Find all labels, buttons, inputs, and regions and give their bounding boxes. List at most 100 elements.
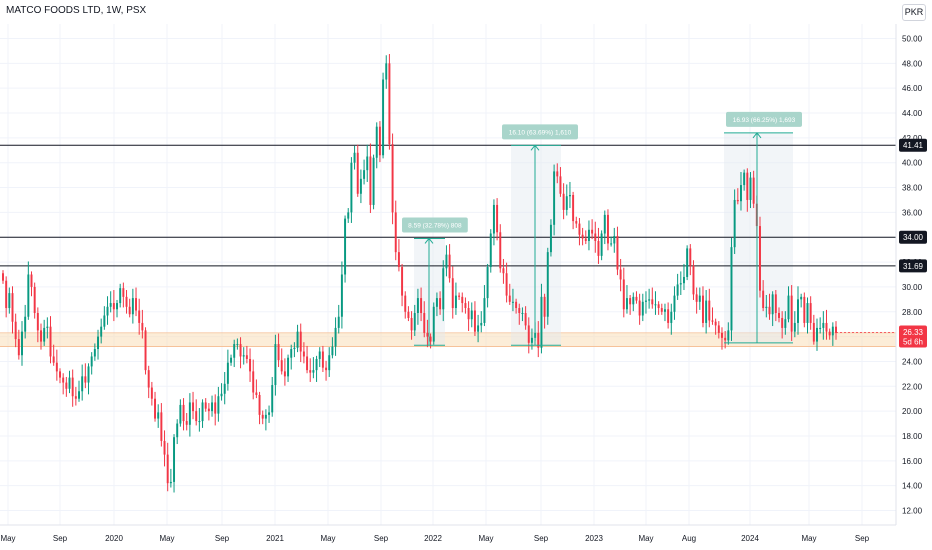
candle-body <box>325 367 328 371</box>
candle <box>5 276 8 318</box>
candle <box>131 288 134 324</box>
candle-body <box>277 344 280 361</box>
candle-body <box>467 308 470 320</box>
measure-annotations[interactable]: 8.59 (32.78%) 808 16.10 (63.69%) 1,610 16.… <box>402 111 802 346</box>
price-tick-label: 14.00 <box>902 482 923 491</box>
candle-body <box>822 322 825 328</box>
horizontal-levels[interactable] <box>0 144 896 333</box>
candle-body <box>410 317 413 331</box>
candle-body <box>473 310 476 332</box>
candle <box>404 291 407 319</box>
candle-body <box>283 371 286 377</box>
candle <box>68 370 71 394</box>
candle-body <box>347 212 350 219</box>
candle-body <box>518 308 521 314</box>
candle-body <box>714 321 717 326</box>
price-axis[interactable]: 12.0014.0016.0018.0020.0022.0024.0026.00… <box>902 35 923 516</box>
candle <box>505 262 508 303</box>
candle <box>391 133 394 225</box>
candle <box>138 298 141 335</box>
candle-body <box>762 290 765 309</box>
candle <box>477 314 480 343</box>
candle-body <box>97 336 100 350</box>
candle <box>521 307 524 322</box>
candle-body <box>461 296 464 304</box>
candle <box>803 292 806 328</box>
candle <box>454 282 457 315</box>
candle-body <box>280 360 283 372</box>
candle-body <box>43 327 46 342</box>
candle-body <box>356 152 359 194</box>
candle <box>660 303 663 315</box>
candle-body <box>638 300 641 316</box>
candle-body <box>182 404 185 422</box>
candle-body <box>394 212 397 253</box>
candle <box>549 219 552 257</box>
candle <box>315 355 318 382</box>
time-tick-label: 2021 <box>266 534 284 543</box>
candle-body <box>540 296 543 348</box>
candle-body <box>667 309 670 323</box>
candle <box>423 301 426 338</box>
candle <box>663 303 666 322</box>
candle <box>71 369 74 407</box>
candle <box>654 291 657 315</box>
candle <box>543 293 546 329</box>
candle <box>340 261 343 329</box>
time-tick-label: May <box>159 534 174 543</box>
candle-body <box>52 356 55 363</box>
candle-body <box>787 295 790 320</box>
candle <box>188 393 191 437</box>
candle <box>435 292 438 317</box>
candle-body <box>670 311 673 323</box>
candle <box>527 317 530 354</box>
candle-body <box>502 268 505 274</box>
candle-body <box>610 243 613 245</box>
candle-body <box>445 254 448 269</box>
candle <box>378 121 381 163</box>
candle <box>312 357 315 379</box>
time-axis[interactable]: May Sep 2020 May Sep 2021 May Sep 2022 May Sep 2023… <box>0 534 869 543</box>
candle <box>800 293 803 308</box>
candle-body <box>198 421 201 423</box>
candle <box>416 288 419 325</box>
candle <box>831 322 834 346</box>
candle-body <box>150 387 153 399</box>
candle-body <box>344 218 347 275</box>
candle <box>245 345 248 364</box>
candle-body <box>477 325 480 332</box>
candle-body <box>781 317 784 328</box>
candle-body <box>572 195 575 222</box>
candle <box>587 220 590 251</box>
candle-body <box>603 214 606 234</box>
candle-body <box>331 346 334 356</box>
candle <box>806 297 809 334</box>
candle <box>2 270 4 284</box>
candle <box>673 286 676 320</box>
measure-label-box <box>402 217 468 233</box>
candle-body <box>413 313 416 331</box>
candle <box>720 327 723 350</box>
candle-body <box>84 376 87 383</box>
candle <box>629 294 632 315</box>
price-tick-label: 22.00 <box>902 382 923 391</box>
currency-button[interactable]: PKR <box>902 4 926 21</box>
candle <box>828 328 831 340</box>
candle-body <box>812 322 815 342</box>
candle <box>242 347 245 365</box>
candle <box>43 319 46 346</box>
candle-body <box>17 339 20 356</box>
measure-label-box <box>502 124 578 140</box>
candle-body <box>511 301 514 303</box>
candle <box>638 293 641 325</box>
candle-body <box>736 199 739 202</box>
candle <box>736 188 739 205</box>
candle-body <box>597 240 600 256</box>
candle <box>524 306 527 330</box>
candle <box>27 261 30 320</box>
candle-body <box>173 437 176 482</box>
candle-body <box>698 295 701 302</box>
candle <box>182 398 185 431</box>
